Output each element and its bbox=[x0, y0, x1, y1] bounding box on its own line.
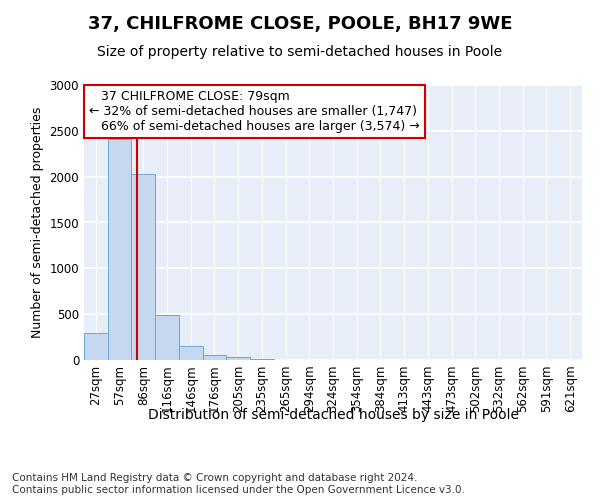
Text: 37 CHILFROME CLOSE: 79sqm
← 32% of semi-detached houses are smaller (1,747)
   6: 37 CHILFROME CLOSE: 79sqm ← 32% of semi-… bbox=[89, 90, 420, 134]
Bar bbox=[108, 139, 131, 360]
Bar bbox=[131, 174, 155, 360]
Text: Contains HM Land Registry data © Crown copyright and database right 2024.
Contai: Contains HM Land Registry data © Crown c… bbox=[12, 474, 465, 495]
Y-axis label: Number of semi-detached properties: Number of semi-detached properties bbox=[31, 107, 44, 338]
Text: 37, CHILFROME CLOSE, POOLE, BH17 9WE: 37, CHILFROME CLOSE, POOLE, BH17 9WE bbox=[88, 15, 512, 33]
Bar bbox=[226, 357, 250, 360]
Bar bbox=[250, 359, 274, 360]
Bar bbox=[84, 332, 108, 360]
Bar bbox=[155, 315, 179, 360]
Bar bbox=[179, 346, 203, 360]
Bar bbox=[203, 354, 226, 360]
Text: Size of property relative to semi-detached houses in Poole: Size of property relative to semi-detach… bbox=[97, 45, 503, 59]
Text: Distribution of semi-detached houses by size in Poole: Distribution of semi-detached houses by … bbox=[148, 408, 518, 422]
